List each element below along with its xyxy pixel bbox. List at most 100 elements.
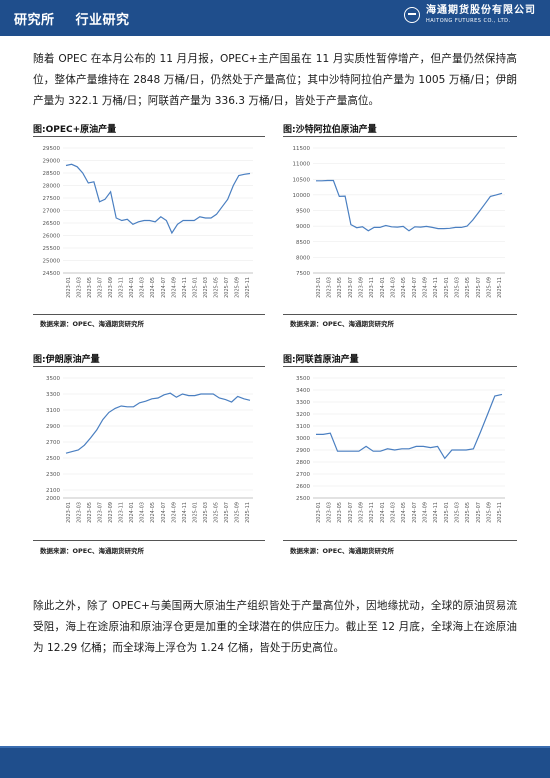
y-tick-label: 2700: [296, 472, 310, 478]
chart-source-opec: 数据来源：OPEC、海通期货研究所: [40, 320, 144, 328]
chart-title-saudi: 图:沙特阿拉伯原油产量: [283, 125, 377, 135]
chart-rule-uae: [283, 366, 517, 367]
x-tick-label: 2023-05: [87, 277, 93, 298]
x-tick-label: 2023-01: [316, 277, 322, 298]
x-tick-label: 2025-11: [245, 277, 251, 298]
x-tick-label: 2023-05: [87, 502, 93, 523]
logo-mark-icon: [404, 7, 420, 23]
x-tick-label: 2025-05: [214, 502, 220, 523]
series-line: [65, 163, 251, 235]
x-tick-label: 2024-01: [129, 502, 135, 523]
y-tick-label: 2900: [296, 448, 310, 454]
chart-rule-opec: [33, 136, 265, 137]
chart-rule-saudi: [283, 136, 517, 137]
y-tick-label: 11000: [293, 162, 311, 168]
x-tick-label: 2024-07: [412, 502, 418, 523]
y-tick-label: 2500: [46, 456, 60, 462]
x-tick-label: 2025-09: [487, 502, 493, 523]
y-tick-label: 2600: [296, 484, 310, 490]
y-tick-label: 25500: [43, 246, 61, 252]
x-tick-label: 2025-09: [235, 277, 241, 298]
x-tick-label: 2024-03: [140, 502, 146, 523]
y-tick-label: 2700: [46, 440, 60, 446]
chart-iran-production: 2000 2100 2300 2500 2700 2900 3100 3300 3500 2023…: [46, 376, 253, 523]
x-tick-label: 2024-01: [129, 277, 135, 298]
x-tick-label: 2023-03: [327, 277, 333, 298]
x-tick-label: 2025-11: [497, 502, 503, 523]
x-tick-label: 2023-03: [76, 277, 82, 298]
y-tick-label: 10000: [293, 193, 311, 199]
x-tick-label: 2023-01: [316, 502, 322, 523]
y-tick-label: 3400: [296, 388, 310, 394]
x-tick-label: 2025-03: [455, 502, 461, 523]
x-tick-label: 2025-01: [444, 277, 450, 298]
x-tick-label: 2025-07: [476, 277, 482, 298]
logo-en: HAITONG FUTURES CO., LTD.: [426, 18, 511, 24]
y-tick-label: 28500: [43, 171, 61, 177]
y-tick-label: 8500: [296, 240, 310, 246]
chart-rule-uae-bottom: [283, 540, 517, 541]
x-tick-label: 2024-11: [433, 277, 439, 298]
y-tick-label: 9000: [296, 224, 310, 230]
y-tick-label: 3500: [296, 376, 310, 382]
x-tick-label: 2024-11: [433, 502, 439, 523]
x-tick-label: 2025-05: [214, 277, 220, 298]
x-tick-label: 2024-05: [401, 277, 407, 298]
x-tick-label: 2023-01: [66, 277, 72, 298]
y-tick-label: 27000: [43, 209, 61, 215]
header-section-institute: 研究所: [14, 13, 55, 28]
y-tick-label: 29500: [43, 146, 61, 152]
chart-title-uae: 图:阿联酋原油产量: [283, 355, 359, 365]
y-tick-label: 24500: [43, 271, 61, 277]
x-tick-label: 2025-05: [465, 502, 471, 523]
x-tick-label: 2024-03: [391, 502, 397, 523]
x-tick-label: 2023-09: [359, 277, 365, 298]
x-tick-label: 2025-01: [192, 502, 198, 523]
y-tick-label: 3000: [296, 436, 310, 442]
x-tick-label: 2023-05: [337, 277, 343, 298]
x-tick-label: 2023-11: [369, 502, 375, 523]
x-tick-label: 2025-07: [224, 502, 230, 523]
x-tick-label: 2023-09: [359, 502, 365, 523]
y-tick-label: 3200: [296, 412, 310, 418]
y-tick-label: 25000: [43, 259, 61, 265]
y-tick-label: 3100: [46, 408, 60, 414]
x-tick-label: 2024-05: [150, 277, 156, 298]
y-tick-label: 2000: [46, 496, 60, 502]
y-tick-label: 2800: [296, 460, 310, 466]
x-tick-label: 2025-01: [192, 277, 198, 298]
y-tick-label: 10500: [293, 177, 311, 183]
company-logo: 海通期货股份有限公司 HAITONG FUTURES CO., LTD.: [404, 6, 536, 24]
x-tick-label: 2024-05: [150, 502, 156, 523]
x-tick-label: 2023-07: [348, 277, 354, 298]
chart-uae-production: 2500 2600 2700 2800 2900 3000 3100 3200 3300 3400…: [296, 376, 505, 523]
x-tick-label: 2024-07: [161, 502, 167, 523]
x-tick-label: 2024-09: [423, 502, 429, 523]
chart-rule-opec-bottom: [33, 314, 265, 315]
series-line: [316, 179, 503, 232]
series-line: [316, 393, 503, 460]
y-tick-label: 26000: [43, 234, 61, 240]
x-tick-label: 2023-03: [327, 502, 333, 523]
logo-cn: 海通期货股份有限公司: [426, 5, 536, 16]
x-tick-label: 2023-01: [66, 502, 72, 523]
y-tick-label: 28000: [43, 184, 61, 190]
x-tick-label: 2023-05: [337, 502, 343, 523]
chart-source-saudi: 数据来源：OPEC、海通期货研究所: [290, 320, 394, 328]
y-tick-label: 2100: [46, 488, 60, 494]
x-tick-label: 2024-03: [391, 277, 397, 298]
x-tick-label: 2024-09: [171, 277, 177, 298]
chart-rule-iran-bottom: [33, 540, 265, 541]
x-tick-label: 2025-03: [455, 277, 461, 298]
x-tick-label: 2024-05: [401, 502, 407, 523]
x-tick-label: 2023-09: [108, 502, 114, 523]
x-tick-label: 2023-11: [119, 502, 125, 523]
y-tick-label: 2300: [46, 472, 60, 478]
x-tick-label: 2024-09: [171, 502, 177, 523]
y-tick-label: 2500: [296, 496, 310, 502]
y-tick-label: 27500: [43, 196, 61, 202]
x-tick-label: 2025-09: [487, 277, 493, 298]
y-tick-label: 8000: [296, 255, 310, 261]
chart-saudi-production: 7500 8000 8500 9000 9500 10000 10500 11000 11500…: [293, 146, 505, 298]
x-tick-label: 2024-01: [380, 277, 386, 298]
